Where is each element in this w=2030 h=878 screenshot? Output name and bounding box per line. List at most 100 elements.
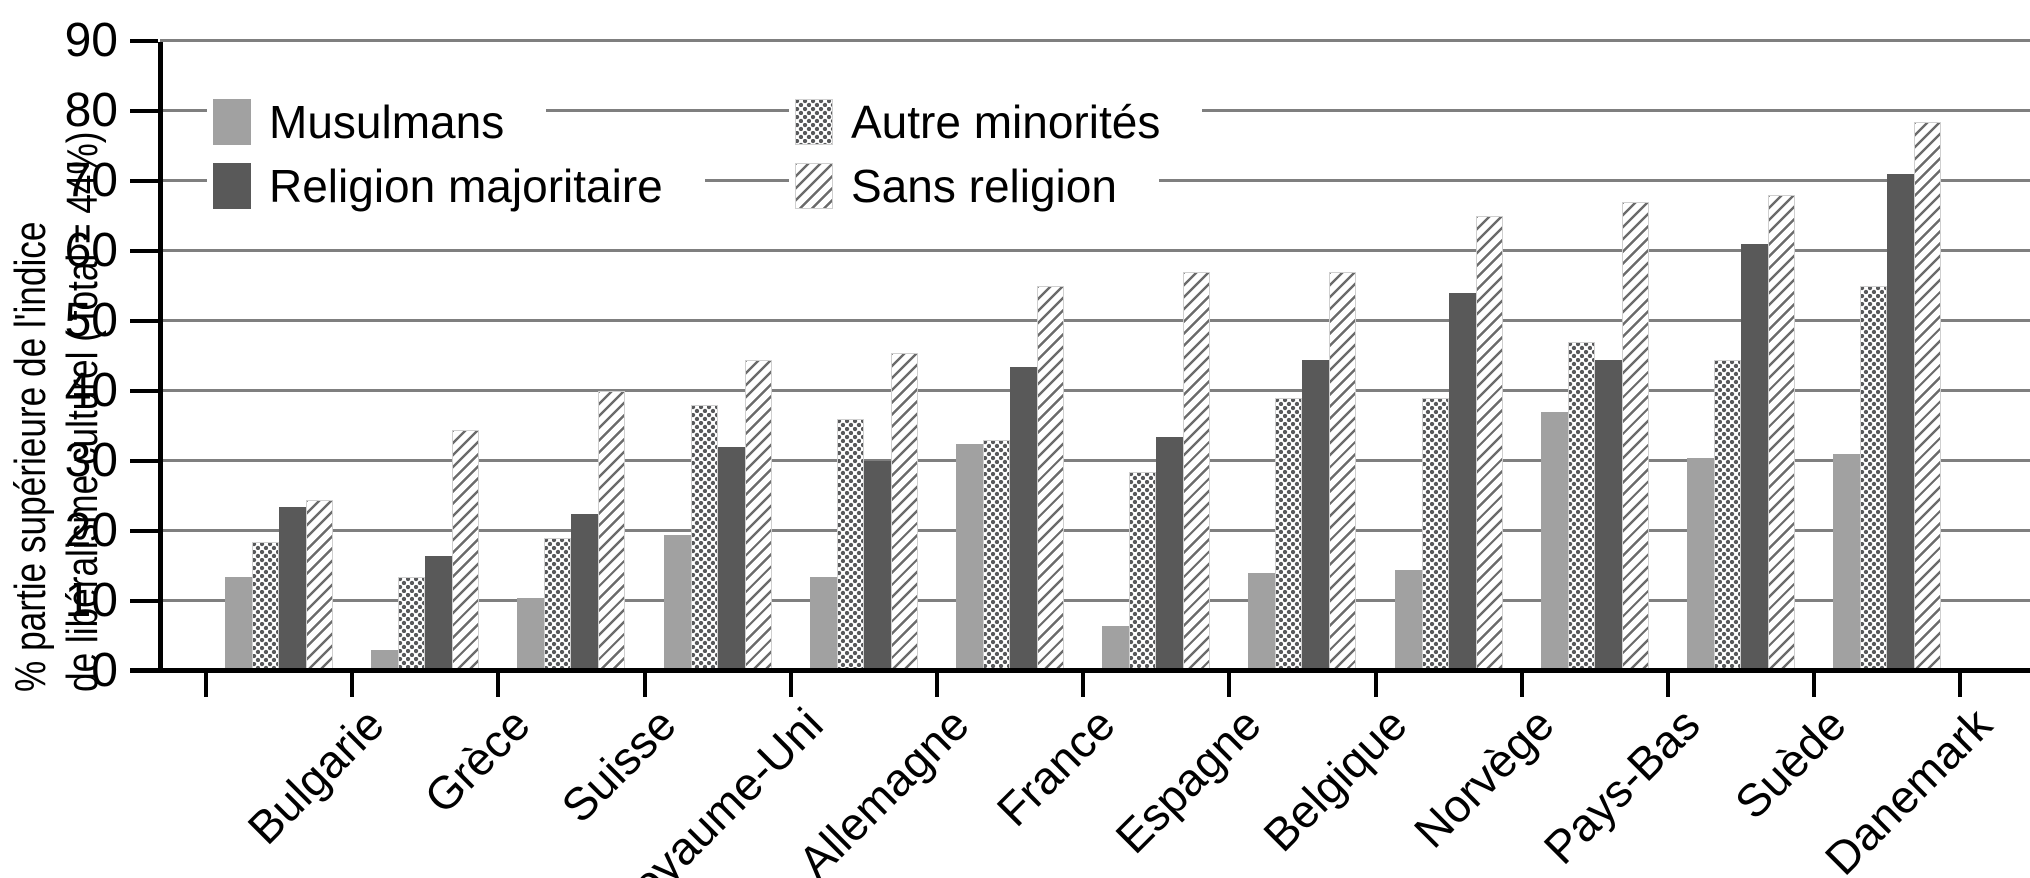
bar: [1567, 342, 1595, 671]
y-tick-label: 10: [64, 574, 118, 627]
y-tick-label: 70: [64, 154, 118, 207]
bar: [1540, 412, 1568, 671]
category-boundary-tick: [934, 673, 939, 697]
bar: [1687, 457, 1714, 671]
legend-label: Sans religion: [851, 160, 1117, 212]
y-tick-label: 20: [64, 504, 118, 557]
y-tick-mark: [130, 109, 158, 113]
bar: [1887, 174, 1915, 671]
bar: [836, 419, 864, 671]
gridline: [160, 459, 2030, 462]
y-tick-mark: [130, 529, 158, 533]
legend-entry: Musulmans: [207, 95, 547, 149]
category-boundary-tick: [1519, 673, 1524, 697]
bar: [598, 391, 626, 671]
bar: [1183, 272, 1211, 671]
y-tick-mark: [130, 459, 158, 463]
bar: [1037, 286, 1064, 671]
legend-swatch-solid-light: [213, 99, 251, 145]
y-tick-mark: [130, 39, 158, 43]
gridline: [160, 529, 2030, 532]
bar: [1621, 202, 1649, 671]
legend-entry: Religion majoritaire: [207, 159, 705, 213]
legend-swatch-solid-dark: [213, 163, 251, 209]
bar: [1010, 366, 1037, 671]
bar: [1275, 398, 1303, 671]
category-boundary-tick: [642, 673, 647, 697]
bar: [279, 506, 306, 671]
gridline: [160, 39, 2030, 42]
bar: [1156, 436, 1184, 671]
y-tick-label: 40: [64, 364, 118, 417]
legend-swatch-dots: [795, 99, 833, 145]
legend-swatch-hatch: [795, 163, 833, 209]
y-tick-label: 30: [64, 434, 118, 487]
category-boundary-tick: [788, 673, 793, 697]
category-boundary-tick: [1227, 673, 1232, 697]
y-tick-label: 60: [64, 224, 118, 277]
y-axis-title-line1: % partie supérieure de l'indice: [6, 221, 55, 693]
bar: [1475, 216, 1503, 671]
bar: [663, 534, 691, 671]
bar: [371, 650, 399, 671]
y-tick-mark: [130, 249, 158, 253]
legend-label: Autre minorités: [851, 96, 1161, 148]
category-boundary-tick: [496, 673, 501, 697]
bar: [1594, 359, 1622, 671]
bar: [1129, 471, 1157, 671]
legend-label: Musulmans: [269, 96, 505, 148]
bar: [425, 555, 453, 671]
gridline: [160, 599, 2030, 602]
bar: [1421, 398, 1449, 671]
bar: [956, 443, 983, 671]
bar: [983, 440, 1010, 671]
y-tick-label: 80: [64, 84, 118, 137]
bar: [1248, 573, 1276, 671]
bar: [690, 405, 718, 671]
plot-area: 0 10 20 30 40 50 60 70 80 90: [65, 17, 2030, 697]
y-tick-label: 50: [64, 294, 118, 347]
legend-entry: Autre minorités: [789, 95, 1203, 149]
bar: [544, 538, 572, 671]
category-boundary-tick: [203, 673, 208, 697]
category-boundary-tick: [1373, 673, 1378, 697]
bar: [306, 499, 333, 671]
bar: [1914, 121, 1942, 671]
bar: [571, 513, 599, 671]
bar: [809, 576, 837, 671]
y-tick-mark: [130, 599, 158, 603]
category-boundary-tick: [350, 673, 355, 697]
bar: [1302, 359, 1330, 671]
bar: [452, 429, 480, 671]
y-tick-mark: [130, 179, 158, 183]
bar: [863, 461, 891, 671]
bar: [1833, 454, 1861, 671]
gridline: [160, 389, 2030, 392]
bar: [1714, 359, 1741, 671]
legend-entry: Sans religion: [789, 159, 1159, 213]
x-axis-label: Bulgarie: [237, 697, 394, 854]
category-boundary-tick: [1081, 673, 1086, 697]
bar: [1860, 286, 1888, 671]
y-tick-mark: [130, 319, 158, 323]
bar: [744, 359, 772, 671]
y-tick-mark: [130, 389, 158, 393]
bar: [517, 597, 545, 671]
category-boundary-tick: [1958, 673, 1963, 697]
bar: [890, 352, 918, 671]
bar: [1741, 244, 1768, 671]
bar: [1448, 293, 1476, 671]
gridline: [160, 319, 2030, 322]
bar: [1394, 569, 1422, 671]
bar: [225, 576, 252, 671]
bar: [1102, 625, 1130, 671]
bar: [398, 576, 426, 671]
category-boundary-tick: [1812, 673, 1817, 697]
y-tick-label: 90: [64, 14, 118, 67]
bar: [1329, 272, 1357, 671]
y-tick-label: 0: [91, 644, 118, 697]
y-axis-line: [158, 42, 163, 673]
bar: [1768, 195, 1795, 671]
bar: [717, 447, 745, 671]
